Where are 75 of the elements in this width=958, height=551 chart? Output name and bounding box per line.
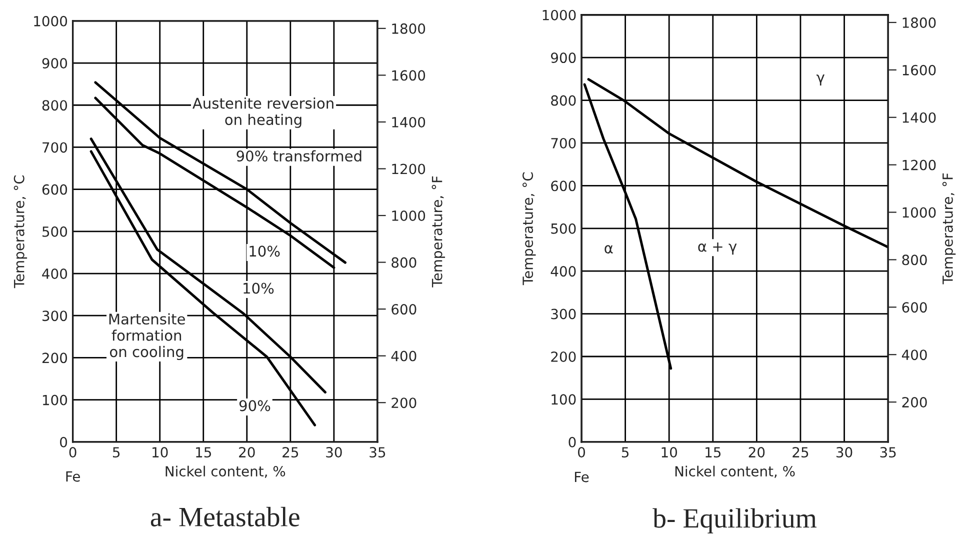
y2-tick-label: 400 bbox=[902, 350, 927, 360]
y-tick-label: 700 bbox=[551, 138, 576, 148]
y2-tick-label: 600 bbox=[392, 304, 416, 315]
x-tick-label: 0 bbox=[578, 447, 585, 458]
y2-tick-label: 1800 bbox=[902, 17, 936, 28]
annotation: 10% bbox=[250, 246, 280, 257]
x-tick-label: 0 bbox=[69, 447, 76, 458]
y2-tick-label: 1600 bbox=[902, 64, 936, 76]
y2-axis-title: Temperature, °F bbox=[432, 176, 445, 288]
x-tick-label: 30 bbox=[836, 447, 852, 458]
annotation: 90% bbox=[239, 400, 270, 412]
x-tick-label: 35 bbox=[880, 447, 896, 458]
y2-tick-label: 200 bbox=[902, 397, 927, 408]
y-tick-label: 200 bbox=[42, 352, 68, 364]
y2-tick-label: 1000 bbox=[392, 210, 426, 221]
text: Fe bbox=[66, 471, 80, 482]
y-tick-label: 1000 bbox=[542, 10, 576, 20]
y-tick-label: 0 bbox=[60, 436, 68, 448]
text: b- Equilibrium bbox=[652, 508, 817, 534]
y-tick-label: 300 bbox=[42, 310, 68, 322]
annotation: Austenite reversion on heating bbox=[192, 97, 334, 128]
x-tick-label: 25 bbox=[282, 447, 298, 458]
x-tick-label: 15 bbox=[196, 447, 211, 458]
x-tick-label: 20 bbox=[748, 447, 765, 458]
x-tick-label: 10 bbox=[662, 447, 678, 458]
y2-tick-label: 1000 bbox=[902, 207, 936, 218]
annotation: α + γ bbox=[698, 242, 737, 255]
x-tick-label: 5 bbox=[112, 447, 120, 458]
text: Fe bbox=[574, 472, 589, 482]
y2-tick-label: 1200 bbox=[902, 160, 936, 170]
y-tick-label: 900 bbox=[42, 58, 68, 69]
y-tick-label: 400 bbox=[550, 266, 576, 277]
y-axis-title: Temperature, °C bbox=[522, 172, 536, 286]
y2-tick-label: 1200 bbox=[392, 164, 426, 174]
y2-tick-label: 1400 bbox=[902, 112, 936, 123]
y-tick-label: 600 bbox=[551, 180, 576, 192]
y-tick-label: 700 bbox=[42, 142, 68, 153]
y2-tick-label: 400 bbox=[391, 350, 416, 362]
y-tick-label: 200 bbox=[551, 351, 576, 362]
y-tick-label: 100 bbox=[42, 394, 68, 406]
annotation: Martensite formation on cooling bbox=[109, 313, 185, 360]
y-tick-label: 900 bbox=[551, 52, 576, 64]
y-tick-label: 800 bbox=[551, 95, 576, 106]
y2-axis-title: Temperature, °F bbox=[942, 173, 956, 284]
x-tick-label: 35 bbox=[370, 447, 386, 458]
y2-tick-label: 600 bbox=[902, 302, 927, 313]
y2-tick-label: 800 bbox=[902, 254, 927, 266]
y2-tick-label: 1800 bbox=[392, 23, 426, 34]
y-tick-label: 0 bbox=[568, 436, 576, 448]
annotation: 10% bbox=[244, 282, 274, 294]
text: a- Metastable bbox=[150, 506, 300, 526]
y2-tick-label: 1400 bbox=[392, 116, 426, 128]
x-tick-label: 5 bbox=[622, 447, 629, 458]
y-tick-label: 1000 bbox=[34, 16, 68, 26]
y-tick-label: 500 bbox=[551, 223, 576, 234]
y2-tick-label: 800 bbox=[392, 257, 416, 268]
y-tick-label: 400 bbox=[42, 268, 68, 279]
y-tick-label: 800 bbox=[42, 100, 68, 111]
y-tick-label: 500 bbox=[42, 226, 68, 237]
x-axis-title: Nickel content, % bbox=[166, 466, 286, 478]
y2-tick-label: 1600 bbox=[392, 70, 426, 81]
annotation: 90% transformed bbox=[236, 150, 362, 162]
x-tick-label: 30 bbox=[326, 447, 342, 458]
annotation: γ bbox=[816, 74, 825, 86]
y-axis-title: Temperature, °C bbox=[14, 175, 28, 288]
x-tick-label: 15 bbox=[706, 447, 721, 458]
y-tick-label: 600 bbox=[42, 184, 68, 195]
x-axis-title: Nickel content, % bbox=[675, 466, 795, 478]
x-tick-label: 25 bbox=[792, 447, 808, 458]
y2-tick-label: 200 bbox=[392, 398, 416, 408]
y-tick-label: 300 bbox=[551, 308, 576, 320]
y-tick-label: 100 bbox=[552, 394, 576, 405]
x-tick-label: 20 bbox=[239, 447, 255, 458]
x-tick-label: 10 bbox=[152, 447, 168, 458]
annotation: α bbox=[604, 245, 613, 254]
